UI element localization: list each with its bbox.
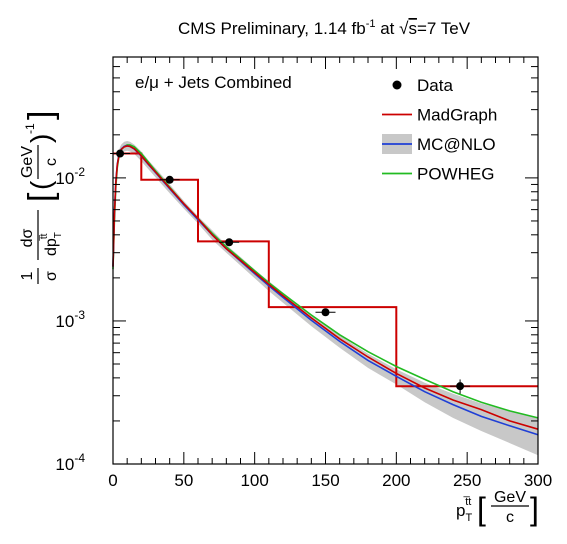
title-lumi-exponent: -1 bbox=[366, 18, 376, 30]
data-point-marker bbox=[165, 175, 174, 184]
ylabel-dp: dp bbox=[43, 238, 60, 256]
ylabel-frac1-den: σ bbox=[43, 271, 60, 281]
data-point-marker bbox=[116, 149, 125, 158]
title-mid: at bbox=[375, 19, 399, 38]
x-axis-label: pTt̅t [ GeV c ] bbox=[456, 489, 539, 527]
y-tick-label-2: 10-2 bbox=[55, 165, 85, 188]
legend-entry-mc-nlo: MC@NLO bbox=[382, 134, 496, 154]
ylabel-unit-den: c bbox=[43, 158, 60, 166]
xlabel-p: p bbox=[456, 501, 465, 520]
legend-label: Data bbox=[417, 76, 453, 95]
ylabel-dp-sub: T bbox=[53, 232, 64, 238]
xlabel-unit-den: c bbox=[506, 509, 514, 526]
x-tick-label-1: 50 bbox=[174, 471, 193, 490]
legend-marker bbox=[392, 80, 402, 90]
ylabel-dp-sup: t̅t bbox=[38, 233, 50, 241]
data-point-4 bbox=[450, 379, 471, 394]
ylabel-frac2-den: dpTt̅t bbox=[38, 232, 64, 256]
data-point-marker bbox=[225, 238, 234, 247]
madgraph-histogram bbox=[113, 152, 538, 388]
data-point-1 bbox=[159, 175, 180, 184]
x-tick-label-6: 300 bbox=[524, 471, 552, 490]
title-prefix: CMS Preliminary, 1.14 fb bbox=[178, 19, 366, 38]
legend-label: MC@NLO bbox=[417, 135, 496, 154]
ylabel-frac2-num: dσ bbox=[19, 228, 36, 247]
legend-entry-madgraph: MadGraph bbox=[382, 106, 497, 125]
data-point-3 bbox=[315, 308, 336, 317]
ylabel-unit-exp: -1 bbox=[23, 123, 37, 134]
x-tick-label-0: 0 bbox=[108, 471, 117, 490]
channel-annotation: e/μ + Jets Combined bbox=[135, 73, 292, 92]
title-sqrt-arg: s bbox=[408, 19, 417, 38]
title-suffix: =7 TeV bbox=[417, 19, 471, 38]
y-axis-label: 1 σ dσ dpTt̅t [ ( GeV c ) -1 ] bbox=[19, 111, 64, 284]
ylabel-bracket-close: ] bbox=[22, 111, 60, 120]
data-points-layer bbox=[110, 149, 471, 394]
theory-curves-layer bbox=[112, 144, 539, 436]
xlabel-symbol: pTt̅t bbox=[456, 496, 472, 524]
curve-mc-nlo bbox=[112, 144, 539, 436]
mcatnlo-uncertainty-band-layer bbox=[113, 141, 538, 456]
x-tick-label-4: 200 bbox=[382, 471, 410, 490]
x-tick-label-5: 250 bbox=[453, 471, 481, 490]
legend: Data MadGraph MC@NLO POWHEG bbox=[382, 76, 497, 184]
x-ticks-layer: 0 50 100 150 200 250 300 bbox=[108, 57, 552, 490]
y-tick-label-1: 10-3 bbox=[55, 308, 85, 331]
chart-title: CMS Preliminary, 1.14 fb-1 at √s=7 TeV bbox=[178, 18, 471, 38]
legend-entry-powheg: POWHEG bbox=[382, 165, 494, 184]
madgraph-histogram-layer bbox=[113, 152, 538, 388]
xlabel-unit-num: GeV bbox=[494, 489, 526, 506]
ylabel-bracket-open: [ bbox=[22, 192, 60, 202]
data-point-marker bbox=[321, 308, 330, 317]
xlabel-sub: T bbox=[465, 512, 472, 524]
legend-label: MadGraph bbox=[417, 106, 497, 125]
title-sqrt-symbol: √ bbox=[399, 19, 409, 38]
y-tick-label-0: 10-4 bbox=[55, 451, 85, 474]
xlabel-bracket-open: [ bbox=[477, 491, 486, 527]
y-ticks-layer: 10-4 10-3 10-2 bbox=[55, 66, 538, 474]
ylabel-unit-num: GeV bbox=[19, 146, 36, 178]
legend-label: POWHEG bbox=[417, 165, 494, 184]
legend-entry-data: Data bbox=[392, 76, 453, 95]
curve-powheg bbox=[112, 144, 539, 419]
xlabel-bracket-close: ] bbox=[530, 491, 539, 527]
ylabel-frac1-num: 1 bbox=[19, 271, 36, 280]
mcatnlo-uncertainty-band bbox=[113, 141, 538, 456]
data-point-2 bbox=[219, 238, 240, 247]
data-point-marker bbox=[456, 382, 465, 391]
ylabel-paren-close: ) bbox=[25, 134, 56, 143]
x-tick-label-2: 100 bbox=[240, 471, 268, 490]
xlabel-sup: t̅t bbox=[463, 496, 472, 508]
ylabel-paren-open: ( bbox=[25, 180, 56, 190]
x-tick-label-3: 150 bbox=[311, 471, 339, 490]
